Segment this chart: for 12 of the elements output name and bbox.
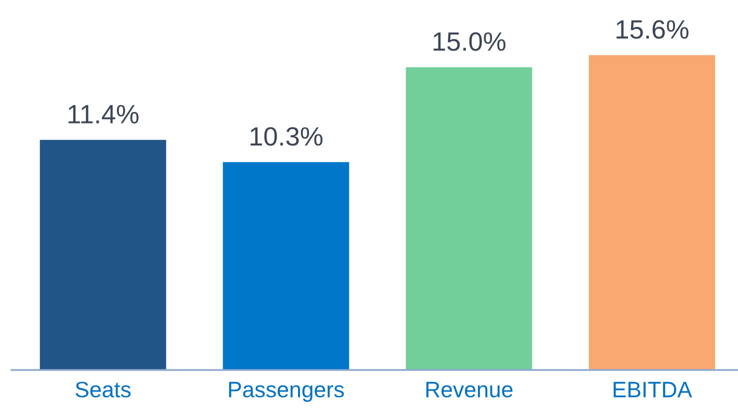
x-tick-label: Seats [76,382,131,398]
x-tick-label: EBITDA [614,382,692,398]
data-label: 15.6% [616,20,688,39]
bar [222,162,350,370]
bar [406,67,532,370]
data-label: 11.4% [68,104,138,124]
bar [40,140,166,370]
x-tick-label: Revenue [426,382,512,398]
x-tick-label: Passengers [229,382,344,402]
data-label: 10.3% [250,127,322,146]
data-label: 15.0% [434,32,506,51]
bar [588,55,716,370]
